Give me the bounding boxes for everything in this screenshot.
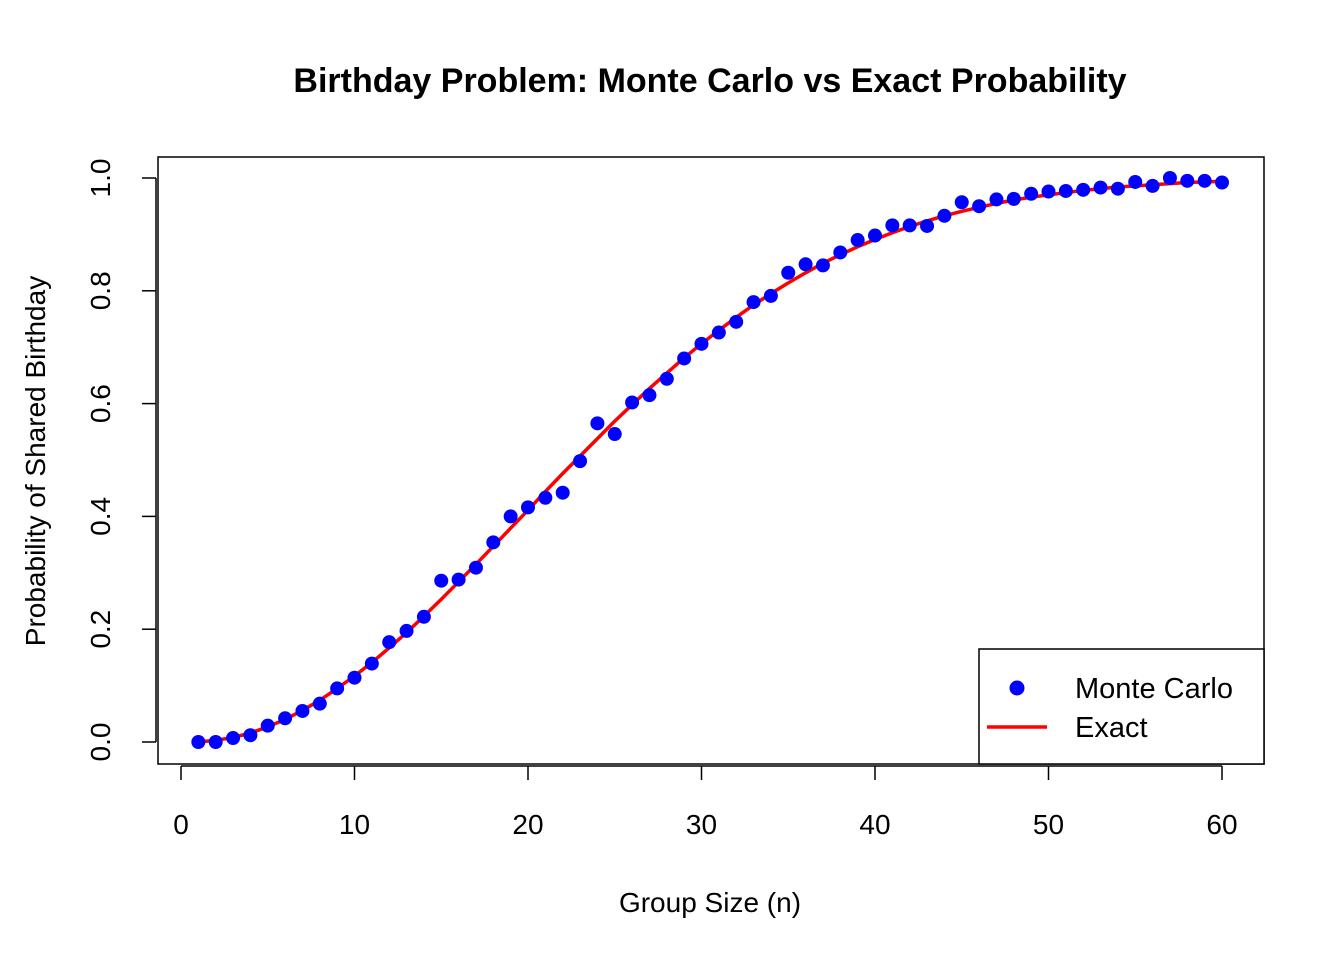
monte-carlo-point [226,731,241,746]
monte-carlo-point [486,535,501,550]
x-axis-label: Group Size (n) [619,887,801,918]
monte-carlo-point [521,500,535,515]
legend-box [978,648,1265,765]
monte-carlo-point [295,703,310,718]
monte-carlo-point [1162,171,1177,185]
y-tick-label: 0.8 [85,271,116,310]
plot-frame [157,156,1265,765]
legend-label-exact: Exact [1075,712,1148,744]
legend: Monte Carlo Exact [978,648,1265,765]
monte-carlo-point [1041,184,1056,199]
y-axis-label: Probability of Shared Birthday [20,276,51,646]
monte-carlo-point [468,560,483,575]
monte-carlo-point [781,265,796,280]
legend-key-monte-carlo [1009,680,1025,696]
monte-carlo-point [1110,181,1125,196]
monte-carlo-point [798,257,813,272]
monte-carlo-point [191,735,206,749]
monte-carlo-point [885,218,900,233]
x-tick-label: 60 [1206,809,1237,840]
monte-carlo-point [694,336,709,351]
chart-title: Birthday Problem: Monte Carlo vs Exact P… [293,62,1126,100]
monte-carlo-point [920,218,935,233]
monte-carlo-point [989,192,1004,207]
monte-carlo-point [937,208,952,223]
monte-carlo-point [451,572,466,587]
monte-carlo-point [382,635,397,650]
monte-carlo-point [677,351,692,366]
monte-carlo-point [815,258,830,273]
monte-carlo-point [833,245,848,260]
monte-carlo-point [208,735,223,749]
monte-carlo-point [1197,173,1212,188]
monte-carlo-point [729,314,744,329]
monte-carlo-point [260,718,275,733]
monte-carlo-point [278,711,293,726]
monte-carlo-point [972,199,987,214]
monte-carlo-point [1145,178,1160,193]
monte-carlo-point [590,416,605,431]
monte-carlo-point [902,218,917,233]
monte-carlo-point [1024,186,1039,201]
monte-carlo-point [347,670,362,685]
monte-carlo-point [607,427,622,442]
monte-carlo-series [191,171,1229,749]
monte-carlo-point [364,656,379,671]
legend-label-monte-carlo: Monte Carlo [1075,673,1233,705]
monte-carlo-point [434,573,449,588]
monte-carlo-point [503,509,518,524]
monte-carlo-point [1058,183,1073,198]
x-tick-label: 50 [1033,809,1064,840]
y-tick-label: 1.0 [85,159,116,198]
x-tick-label: 0 [173,809,189,840]
monte-carlo-point [1076,182,1091,197]
monte-carlo-point [330,681,345,696]
x-axis: 0 10 20 30 40 50 60 [173,765,1238,840]
monte-carlo-point [416,609,431,624]
monte-carlo-point [1215,175,1229,190]
x-tick-label: 10 [339,809,370,840]
monte-carlo-point [954,195,969,210]
monte-carlo-point [399,623,414,638]
monte-carlo-point [312,696,327,711]
x-tick-label: 20 [512,809,543,840]
y-axis: 0.0 0.2 0.4 0.6 0.8 1.0 [85,159,157,762]
monte-carlo-point [555,485,570,500]
monte-carlo-point [850,233,865,248]
monte-carlo-point [573,454,588,469]
monte-carlo-point [243,728,258,743]
y-tick-label: 0.4 [85,497,116,536]
y-tick-label: 0.2 [85,610,116,649]
monte-carlo-point [1180,173,1195,188]
y-tick-label: 0.6 [85,384,116,423]
monte-carlo-point [642,388,657,403]
monte-carlo-point [868,228,882,243]
x-tick-label: 30 [686,809,717,840]
monte-carlo-point [1006,191,1021,206]
monte-carlo-point [625,395,640,410]
monte-carlo-point [763,288,778,303]
monte-carlo-point [1128,174,1143,189]
y-tick-label: 0.0 [85,723,116,762]
monte-carlo-point [711,325,726,340]
monte-carlo-point [1093,180,1108,195]
x-tick-label: 40 [859,809,890,840]
monte-carlo-point [746,295,761,310]
monte-carlo-point [659,371,674,386]
monte-carlo-point [538,490,553,505]
